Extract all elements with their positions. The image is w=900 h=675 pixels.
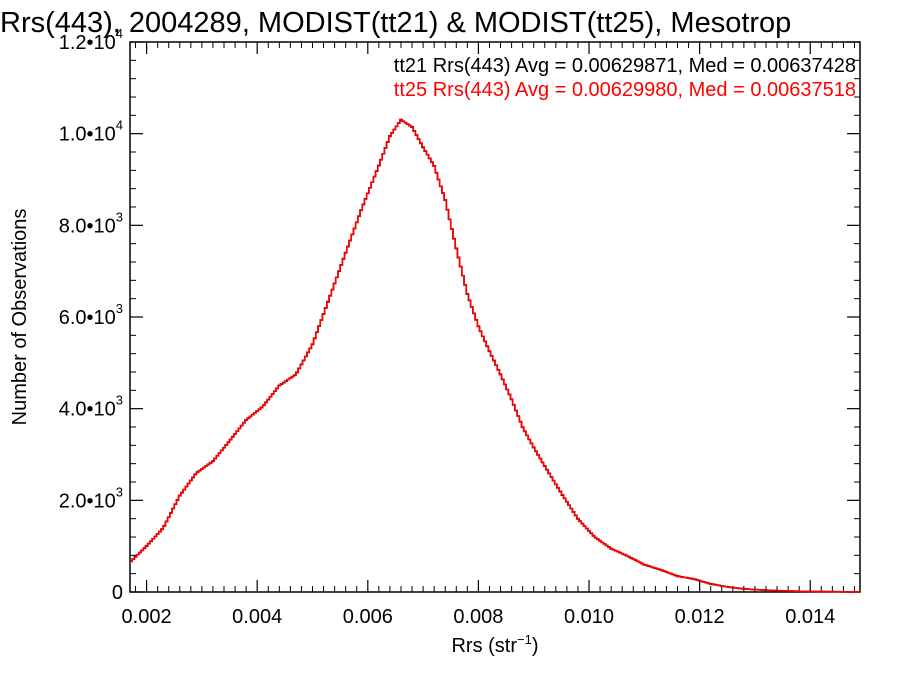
y-tick-label: 1.2•104: [59, 26, 123, 54]
x-tick-label: 0.012: [675, 606, 725, 628]
y-tick-label: 2.0•103: [59, 484, 123, 512]
legend-tt25-stats: tt25 Rrs(443) Avg = 0.00629980, Med = 0.…: [394, 79, 856, 101]
x-axis-tick-labels: 0.002 0.004 0.006 0.008 0.010 0.012 0.014: [122, 606, 836, 628]
legend-tt21-stats: tt21 Rrs(443) Avg = 0.00629871, Med = 0.…: [394, 55, 856, 77]
series-layer: [130, 118, 860, 593]
x-tick-label: 0.014: [785, 606, 835, 628]
y-tick-label: 6.0•103: [59, 301, 123, 329]
y-axis-tick-labels: 0 2.0•103 4.0•103 6.0•103 8.0•103 1.0•104 1.2•…: [59, 26, 123, 604]
y-tick-label: 8.0•103: [59, 209, 123, 237]
x-axis-label: Rrs (str−1): [451, 632, 538, 657]
x-tick-label: 0.010: [564, 606, 614, 628]
y-tick-label: 1.0•104: [59, 118, 123, 146]
x-axis-label-main: Rrs (str: [451, 635, 517, 657]
x-tick-label: 0.004: [232, 606, 282, 628]
x-axis-label-superscript: −1: [517, 632, 532, 647]
x-axis-label-end: ): [532, 635, 539, 657]
x-tick-label: 0.002: [122, 606, 172, 628]
y-tick-label: 0: [112, 582, 123, 604]
x-tick-label: 0.006: [343, 606, 393, 628]
y-axis-label: Number of Observations: [9, 209, 31, 426]
series-line-tt25: [130, 118, 860, 593]
y-tick-label: 4.0•103: [59, 393, 123, 421]
x-tick-label: 0.008: [453, 606, 503, 628]
chart-title: Rrs(443), 2004289, MODIST(tt21) & MODIST…: [0, 7, 791, 39]
